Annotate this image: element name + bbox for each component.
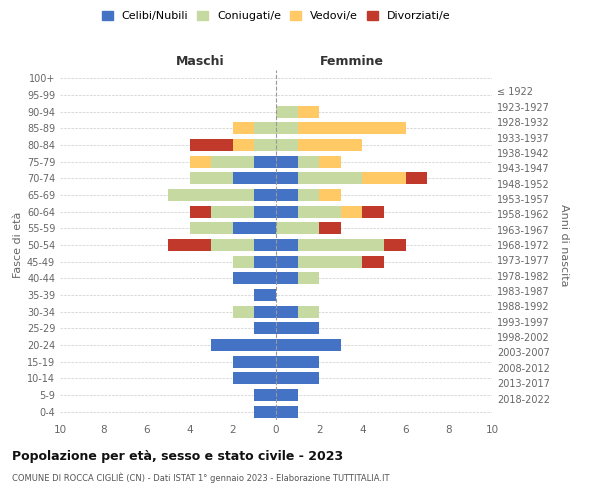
Bar — [276, 389, 298, 401]
Y-axis label: Fasce di età: Fasce di età — [13, 212, 23, 278]
Bar — [276, 106, 298, 118]
Bar — [254, 122, 276, 134]
Bar — [233, 139, 254, 151]
Bar — [233, 256, 254, 268]
Bar — [298, 206, 341, 218]
Bar — [254, 306, 276, 318]
Bar — [254, 256, 276, 268]
Bar — [211, 239, 254, 251]
Bar — [233, 122, 254, 134]
Bar — [298, 172, 362, 184]
Text: Maschi: Maschi — [176, 54, 225, 68]
Bar — [276, 156, 298, 168]
Bar — [254, 289, 276, 301]
Bar — [406, 172, 427, 184]
Bar — [254, 206, 276, 218]
Bar — [233, 222, 276, 234]
Bar — [276, 272, 298, 284]
Text: Popolazione per età, sesso e stato civile - 2023: Popolazione per età, sesso e stato civil… — [12, 450, 343, 463]
Bar — [362, 172, 406, 184]
Bar — [276, 239, 298, 251]
Bar — [341, 206, 362, 218]
Bar — [319, 156, 341, 168]
Bar — [168, 189, 254, 201]
Bar — [276, 139, 298, 151]
Bar — [298, 156, 319, 168]
Bar — [168, 239, 211, 251]
Y-axis label: Anni di nascita: Anni di nascita — [559, 204, 569, 286]
Bar — [276, 206, 298, 218]
Bar — [254, 239, 276, 251]
Bar — [276, 172, 298, 184]
Bar — [190, 139, 233, 151]
Bar — [254, 389, 276, 401]
Bar — [254, 189, 276, 201]
Bar — [276, 306, 298, 318]
Bar — [362, 256, 384, 268]
Bar — [319, 222, 341, 234]
Bar — [254, 139, 276, 151]
Bar — [233, 372, 276, 384]
Bar — [298, 272, 319, 284]
Bar — [276, 189, 298, 201]
Bar — [233, 172, 276, 184]
Bar — [276, 406, 298, 417]
Bar — [276, 339, 341, 351]
Bar — [276, 322, 319, 334]
Text: Femmine: Femmine — [320, 54, 383, 68]
Bar — [298, 189, 319, 201]
Bar — [298, 306, 319, 318]
Bar — [298, 122, 406, 134]
Bar — [211, 339, 276, 351]
Legend: Celibi/Nubili, Coniugati/e, Vedovi/e, Divorziati/e: Celibi/Nubili, Coniugati/e, Vedovi/e, Di… — [101, 10, 451, 21]
Bar — [298, 256, 362, 268]
Bar — [362, 206, 384, 218]
Bar — [319, 189, 341, 201]
Bar — [276, 222, 319, 234]
Bar — [276, 256, 298, 268]
Bar — [211, 206, 254, 218]
Bar — [298, 239, 384, 251]
Bar — [254, 322, 276, 334]
Text: COMUNE DI ROCCA CIGLIÈ (CN) - Dati ISTAT 1° gennaio 2023 - Elaborazione TUTTITAL: COMUNE DI ROCCA CIGLIÈ (CN) - Dati ISTAT… — [12, 472, 389, 483]
Bar — [384, 239, 406, 251]
Bar — [276, 372, 319, 384]
Bar — [276, 356, 319, 368]
Bar — [298, 106, 319, 118]
Bar — [190, 172, 233, 184]
Bar — [211, 156, 254, 168]
Bar — [190, 156, 211, 168]
Bar — [276, 122, 298, 134]
Bar — [190, 222, 233, 234]
Bar — [233, 306, 254, 318]
Bar — [233, 356, 276, 368]
Bar — [190, 206, 211, 218]
Bar — [254, 406, 276, 417]
Bar — [254, 156, 276, 168]
Bar — [298, 139, 362, 151]
Bar — [233, 272, 276, 284]
